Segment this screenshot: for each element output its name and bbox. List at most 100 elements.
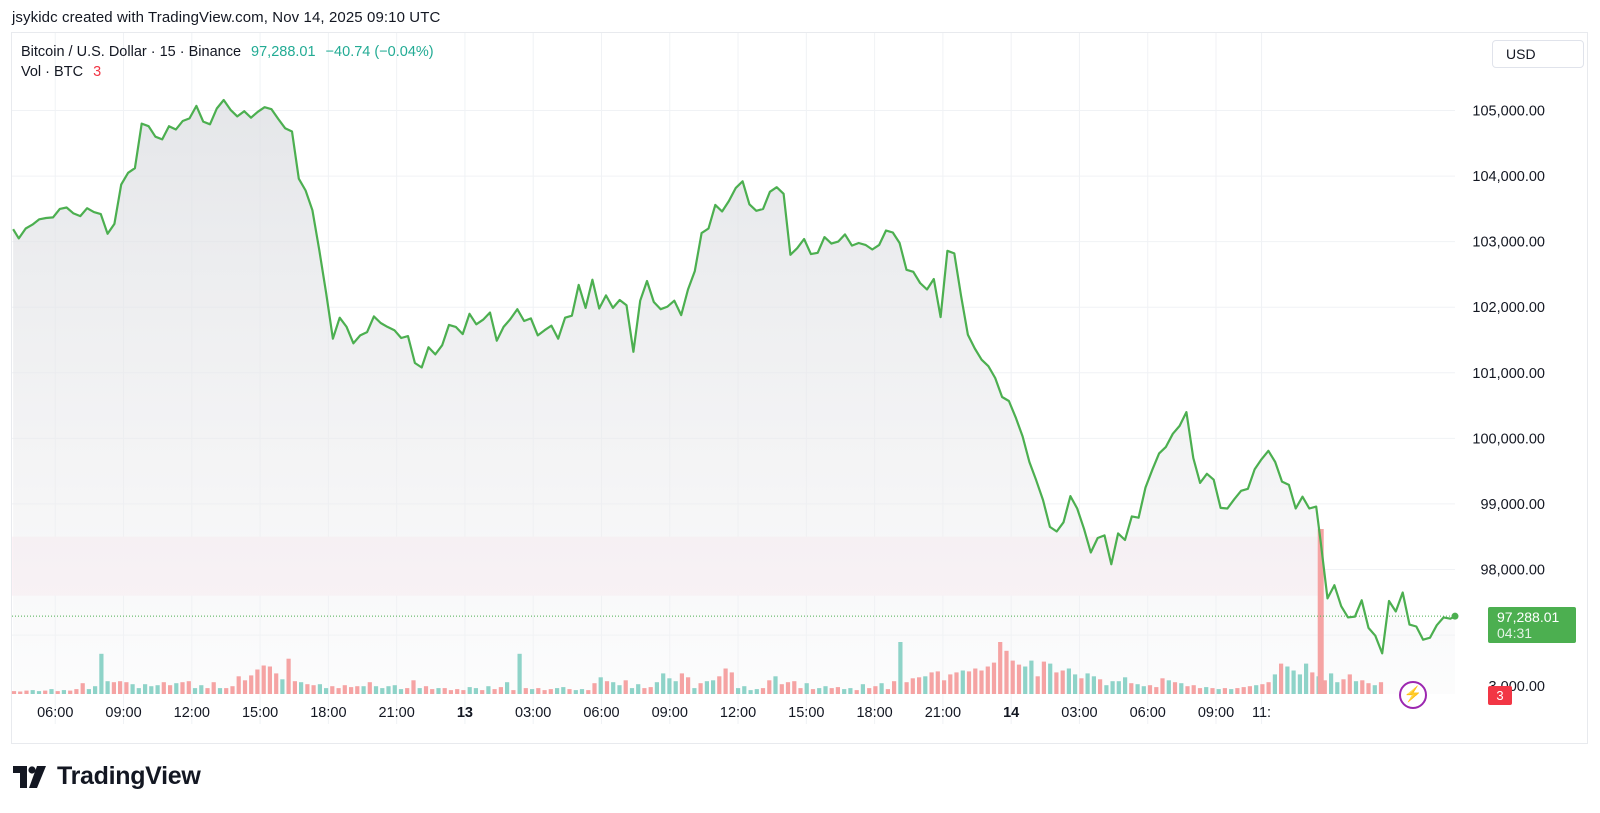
volume-bar <box>1010 660 1015 694</box>
x-tick-label: 13 <box>457 705 473 721</box>
x-tick-label: 12:00 <box>720 705 756 721</box>
volume-bar <box>505 682 510 694</box>
volume-bar <box>573 690 578 694</box>
volume-bar <box>798 688 803 694</box>
volume-bar <box>1347 674 1352 694</box>
volume-bar <box>698 683 703 694</box>
volume-bar <box>898 642 903 694</box>
volume-bar <box>860 684 865 694</box>
volume-bar <box>648 687 653 694</box>
volume-bar <box>1191 685 1196 694</box>
volume-bar <box>286 658 291 694</box>
tradingview-brand[interactable]: TradingView <box>13 762 201 791</box>
y-tick-label: 100,000.00 <box>1472 431 1545 447</box>
volume-bar <box>1029 660 1034 694</box>
x-tick-label: 09:00 <box>652 705 688 721</box>
volume-bar <box>1229 689 1234 694</box>
chart-legend[interactable]: Bitcoin / U.S. Dollar · 15 · Binance 97,… <box>21 42 434 82</box>
volume-bar <box>611 682 616 694</box>
bar-countdown: 04:31 <box>1497 625 1533 641</box>
volume-bar <box>1297 674 1302 694</box>
volume-bar <box>267 666 272 694</box>
volume-bar <box>249 675 254 694</box>
volume-bar <box>111 682 116 694</box>
volume-bar <box>1085 673 1090 694</box>
volume-bar <box>299 682 304 694</box>
x-tick-label: 09:00 <box>105 705 141 721</box>
volume-bar <box>530 689 535 694</box>
y-tick-label: 99,000.00 <box>1480 497 1545 513</box>
volume-bar <box>966 671 972 694</box>
legend-volume-row[interactable]: Vol · BTC 3 <box>21 62 434 82</box>
volume-bar <box>486 686 491 694</box>
legend-symbol-row[interactable]: Bitcoin / U.S. Dollar · 15 · Binance 97,… <box>21 42 434 62</box>
volume-bar <box>536 688 541 694</box>
volume-bar <box>1179 683 1184 694</box>
volume-bar <box>617 685 622 694</box>
volume-bar <box>973 668 978 694</box>
volume-bar <box>867 688 872 694</box>
volume-bar <box>904 682 909 694</box>
x-tick-label: 06:00 <box>583 705 619 721</box>
volume-bar <box>311 685 316 694</box>
x-tick-label: 06:00 <box>1130 705 1166 721</box>
volume-bar <box>230 686 235 694</box>
volume-bar <box>1041 661 1046 694</box>
volume-bar <box>174 683 179 694</box>
volume-bar <box>842 689 847 694</box>
volume-bar <box>49 689 54 694</box>
last-price-value: 97,288.01 <box>1497 609 1560 625</box>
volume-bar <box>411 680 416 694</box>
volume-bar <box>942 680 947 694</box>
volume-bar <box>217 688 223 694</box>
volume-bar <box>636 684 641 694</box>
volume-bar <box>960 670 965 694</box>
tradingview-logo-icon <box>13 765 46 788</box>
volume-bar <box>1266 682 1271 694</box>
volume-bar <box>43 690 48 694</box>
volume-bar <box>136 688 141 694</box>
volume-bar <box>161 682 166 694</box>
y-tick-label: 98,000.00 <box>1480 563 1545 579</box>
volume-bar <box>954 672 959 694</box>
legend-volume-label[interactable]: Vol · BTC <box>21 64 84 80</box>
x-tick-label: 06:00 <box>37 705 73 721</box>
volume-bar <box>1116 681 1121 694</box>
volume-bar <box>785 682 791 694</box>
y-axis[interactable]: 105,000.00 104,000.00 103,000.00 102,000.00… <box>1472 104 1545 696</box>
volume-bar <box>823 686 828 694</box>
volume-bar <box>511 690 516 694</box>
volume-bar <box>604 681 610 694</box>
volume-bar <box>1004 650 1009 694</box>
legend-symbol[interactable]: Bitcoin / U.S. Dollar · 15 · Binance <box>21 44 242 60</box>
volume-bar <box>804 683 809 694</box>
volume-bar <box>1060 670 1065 694</box>
volume-bar <box>292 681 297 694</box>
x-tick-label: 09:00 <box>1198 705 1234 721</box>
volume-bar <box>324 688 329 694</box>
volume-bar <box>742 686 747 694</box>
volume-bar <box>1260 684 1265 694</box>
volume-bar <box>1147 685 1153 694</box>
volume-bar <box>448 690 453 694</box>
last-price-tag: 97,288.01 04:31 <box>1488 607 1576 643</box>
volume-bar <box>367 682 372 694</box>
chart-frame <box>11 32 1588 744</box>
volume-bar <box>542 690 547 694</box>
volume-bar <box>998 642 1003 694</box>
volume-bar <box>242 680 248 694</box>
volume-bar <box>711 680 716 694</box>
volume-bar <box>704 681 709 694</box>
lightning-icon[interactable]: ⚡ <box>1399 681 1427 709</box>
volume-bar <box>461 690 466 694</box>
x-tick-label: 03:00 <box>1061 705 1097 721</box>
volume-bar <box>1098 679 1103 694</box>
x-axis[interactable]: 06:00 09:00 12:00 15:00 18:00 21:00 13 03:00 06:… <box>37 705 1271 721</box>
volume-bar <box>848 688 853 694</box>
volume-bar <box>18 691 23 694</box>
currency-button[interactable]: USD <box>1492 40 1584 68</box>
volume-bar <box>455 689 460 694</box>
volume-bar <box>436 688 441 694</box>
